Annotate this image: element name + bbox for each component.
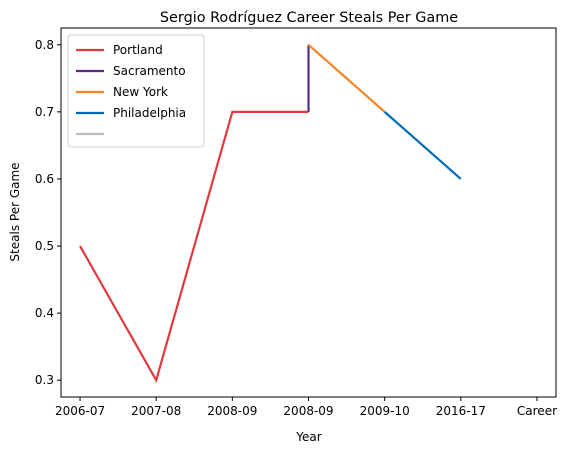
- x-tick-label: 2007-08: [131, 404, 181, 418]
- y-tick-label: 0.3: [35, 373, 54, 387]
- x-axis-label: Year: [295, 430, 321, 444]
- x-tick-label: Career: [517, 404, 557, 418]
- x-tick-label: 2008-09: [207, 404, 257, 418]
- y-tick-label: 0.6: [35, 172, 54, 186]
- x-tick-label: 2009-10: [360, 404, 410, 418]
- x-tick-label: 2016-17: [436, 404, 486, 418]
- y-tick-label: 0.5: [35, 239, 54, 253]
- y-tick-label: 0.4: [35, 306, 54, 320]
- chart-title: Sergio Rodríguez Career Steals Per Game: [160, 10, 458, 26]
- legend-label-philadelphia: Philadelphia: [113, 106, 186, 120]
- x-tick-label: 2008-09: [283, 404, 333, 418]
- legend-label-sacramento: Sacramento: [113, 64, 186, 78]
- legend: Portland Sacramento New York Philadelphia: [68, 35, 204, 147]
- y-axis-label: Steals Per Game: [8, 162, 22, 261]
- legend-label-new-york: New York: [113, 85, 168, 99]
- y-tick-label: 0.8: [35, 38, 54, 52]
- legend-label-portland: Portland: [113, 43, 163, 57]
- y-tick-label: 0.7: [35, 105, 54, 119]
- x-tick-label: 2006-07: [55, 404, 105, 418]
